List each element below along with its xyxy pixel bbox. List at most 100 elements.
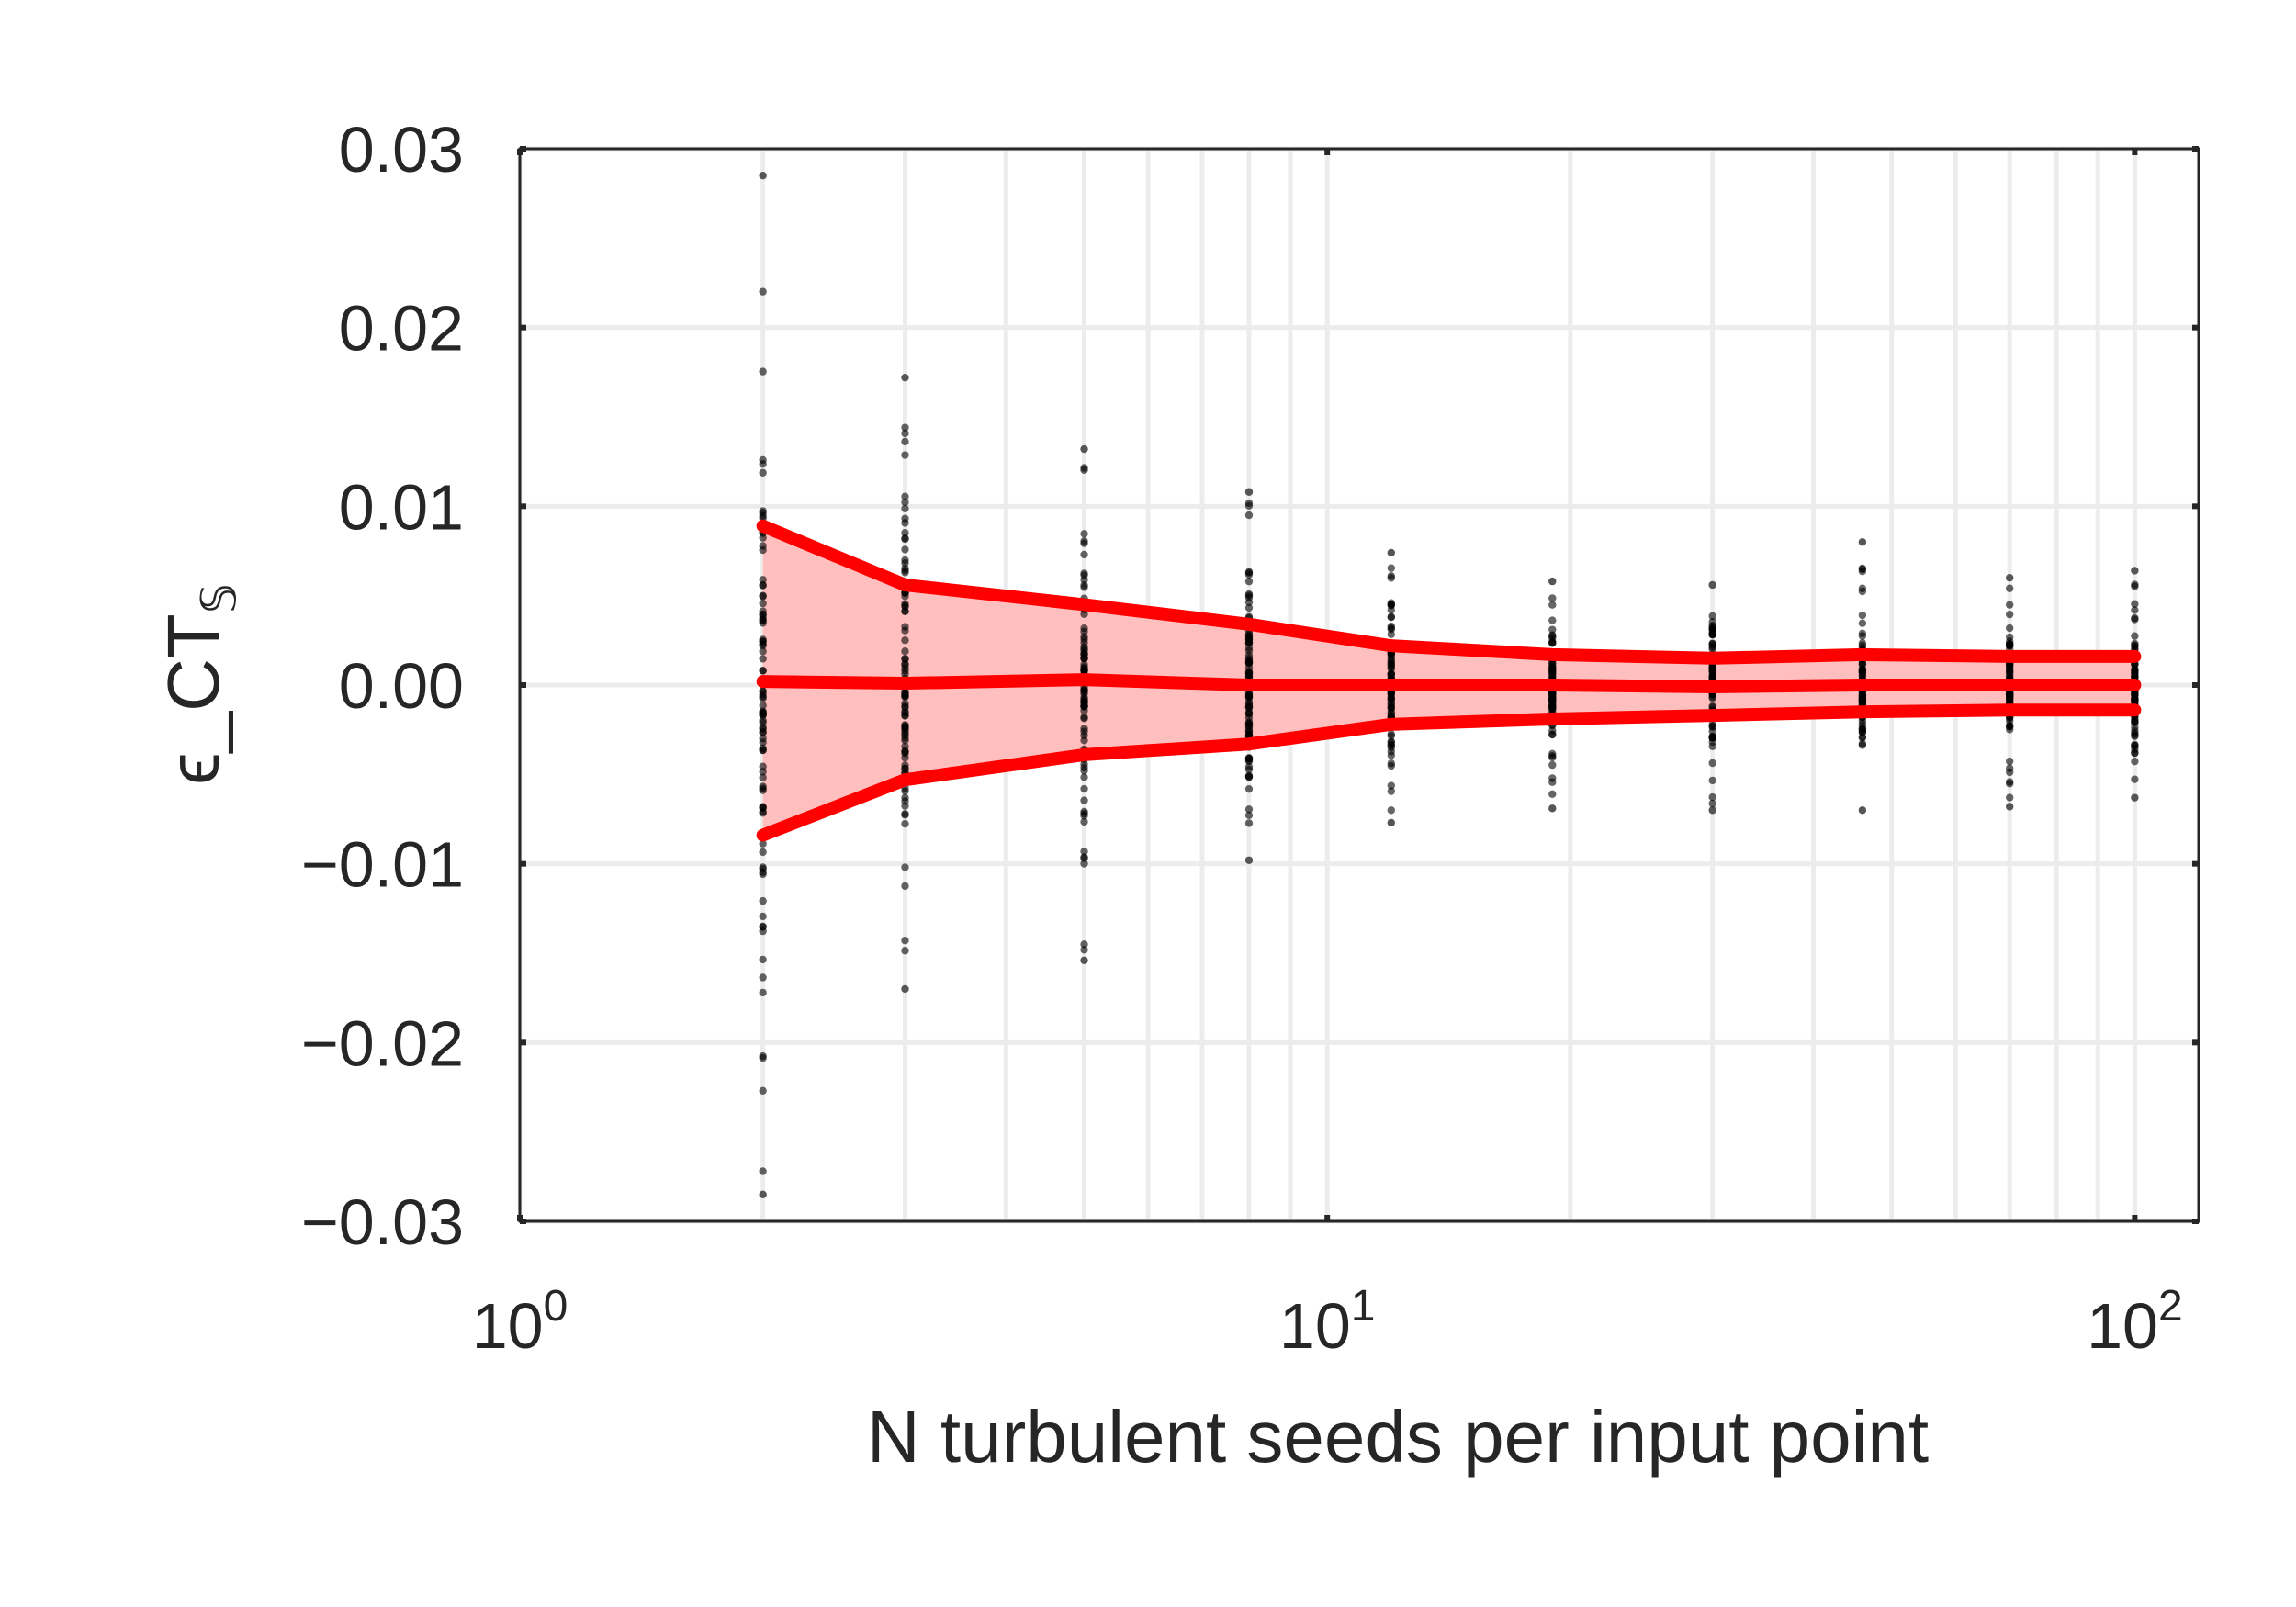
sample-point xyxy=(759,615,767,624)
sample-point xyxy=(1080,690,1088,698)
sample-point xyxy=(1548,790,1557,799)
sample-point xyxy=(1080,530,1088,538)
sample-point xyxy=(1548,594,1557,602)
sample-point xyxy=(1708,645,1716,654)
sample-point xyxy=(901,802,909,810)
sample-point xyxy=(1548,631,1557,639)
sample-point xyxy=(2005,624,2014,633)
sample-point xyxy=(901,729,909,738)
sample-point xyxy=(759,868,767,877)
sample-point xyxy=(759,773,767,781)
sample-point xyxy=(901,429,909,438)
sample-point xyxy=(901,636,909,645)
y-tick-label: 0.03 xyxy=(339,114,464,185)
x-tick-label-base: 10 xyxy=(1279,1290,1351,1362)
sample-point xyxy=(901,556,909,565)
sample-point xyxy=(1080,571,1088,579)
sample-point xyxy=(1080,817,1088,826)
sample-point xyxy=(1244,772,1254,781)
sample-point xyxy=(1244,570,1254,579)
sample-point xyxy=(1387,751,1396,759)
sample-point xyxy=(759,803,767,811)
sample-point xyxy=(1387,548,1396,557)
sample-point xyxy=(2131,639,2139,648)
sample-point xyxy=(901,863,909,871)
series-lines xyxy=(756,519,2142,842)
sample-point xyxy=(901,423,909,432)
sample-point xyxy=(1080,731,1088,740)
sample-point xyxy=(901,712,909,720)
sample-point xyxy=(2131,793,2139,802)
sample-point xyxy=(1387,818,1396,827)
sample-point xyxy=(1548,665,1557,674)
sample-point xyxy=(1244,722,1254,730)
sample-point xyxy=(2005,757,2014,766)
sample-point xyxy=(1708,799,1716,808)
sample-point xyxy=(759,988,767,997)
sample-point xyxy=(1244,632,1254,640)
x-tick-label: 102 xyxy=(2087,1282,2183,1362)
sample-point xyxy=(1858,565,1867,574)
sample-point xyxy=(2131,732,2139,741)
sample-point xyxy=(759,784,767,792)
sample-point xyxy=(759,468,767,477)
sample-point xyxy=(1244,762,1254,771)
sample-point xyxy=(1080,773,1088,781)
sample-point xyxy=(759,744,767,753)
sample-point xyxy=(901,655,909,663)
sample-point xyxy=(1244,708,1254,716)
sample-point xyxy=(1244,488,1254,496)
sample-point xyxy=(759,710,767,718)
sample-point xyxy=(1080,580,1088,590)
sample-point xyxy=(1244,511,1254,520)
sample-point xyxy=(759,637,767,646)
sample-point xyxy=(901,819,909,828)
sample-point xyxy=(901,373,909,382)
y-tick-label: 0.02 xyxy=(339,293,464,365)
sample-point xyxy=(759,718,767,727)
sample-point xyxy=(1387,612,1396,621)
x-tick-label-exponent: 2 xyxy=(2158,1282,2183,1331)
sample-point xyxy=(901,519,909,527)
y-axis-label-main: ϵ_CT xyxy=(152,613,234,784)
sample-point xyxy=(1387,806,1396,815)
y-axis-label-subscript: 𝕊 xyxy=(193,583,246,613)
sample-point xyxy=(1708,618,1716,626)
sample-point xyxy=(1858,668,1867,677)
sample-point xyxy=(1080,784,1088,793)
y-tick-label: 0.00 xyxy=(339,650,464,722)
plot-frame xyxy=(517,146,2200,1224)
sample-point xyxy=(1548,638,1557,647)
sample-point xyxy=(759,460,767,468)
sample-point xyxy=(1080,807,1088,816)
sample-point xyxy=(1080,854,1088,862)
sample-point xyxy=(1244,811,1254,819)
sample-point xyxy=(1244,702,1254,711)
sample-point xyxy=(901,623,909,631)
sample-point xyxy=(2005,574,2014,582)
sample-point xyxy=(1387,564,1396,572)
sample-point xyxy=(759,599,767,608)
sample-point xyxy=(2131,582,2139,590)
sample-point xyxy=(901,498,909,507)
sample-point xyxy=(759,576,767,584)
sample-point xyxy=(2005,793,2014,802)
sample-point xyxy=(1387,601,1396,609)
sample-point xyxy=(1080,848,1088,856)
sample-point xyxy=(759,912,767,921)
sample-point xyxy=(1080,539,1088,547)
sample-point xyxy=(1080,860,1088,868)
sample-point xyxy=(1244,659,1254,668)
sample-point xyxy=(759,973,767,982)
x-tick-label-exponent: 0 xyxy=(544,1282,568,1331)
sample-point xyxy=(2005,633,2014,642)
x-axis-label: N turbulent seeds per input point xyxy=(867,1396,1929,1478)
sample-point xyxy=(2005,803,2014,811)
sample-point xyxy=(1708,639,1716,647)
sample-point xyxy=(759,702,767,710)
sample-point xyxy=(1548,695,1557,703)
sample-point xyxy=(759,1053,767,1062)
sample-point xyxy=(901,747,909,756)
sample-point xyxy=(901,754,909,762)
sample-point xyxy=(1080,725,1088,733)
